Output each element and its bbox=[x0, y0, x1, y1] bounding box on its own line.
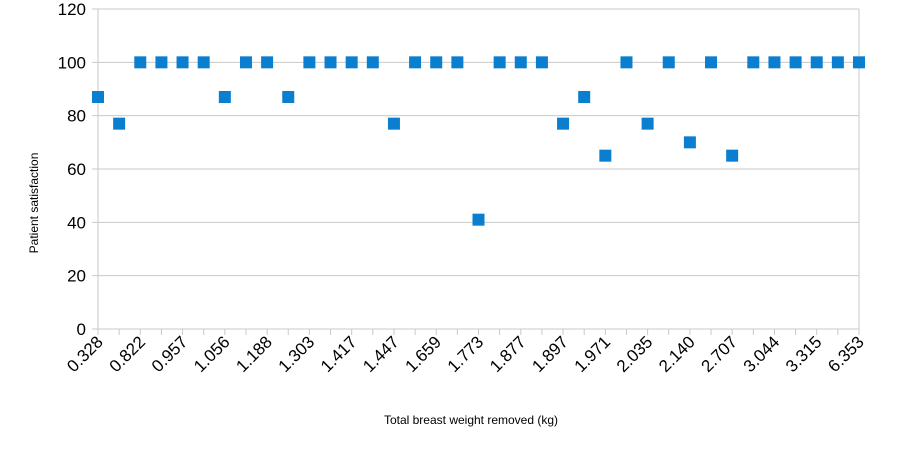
data-point bbox=[345, 56, 358, 69]
x-tick-labels: 0.3280.8220.9571.0561.1881.3031.4171.447… bbox=[63, 332, 868, 376]
data-point bbox=[472, 213, 485, 226]
data-point bbox=[324, 56, 337, 69]
y-tick-labels: 0 20 40 60 80 100 120 bbox=[58, 0, 86, 339]
data-point bbox=[620, 56, 633, 69]
x-tick-label: 1.417 bbox=[317, 332, 361, 376]
data-point bbox=[747, 56, 760, 69]
x-axis-label: Total breast weight removed (kg) bbox=[384, 413, 558, 427]
y-tick-label: 120 bbox=[58, 0, 86, 19]
data-point bbox=[641, 117, 654, 130]
data-point bbox=[430, 56, 443, 69]
data-points bbox=[92, 56, 865, 226]
data-point bbox=[261, 56, 274, 69]
data-point bbox=[239, 56, 252, 69]
data-point bbox=[197, 56, 210, 69]
x-tick-label: 2.140 bbox=[655, 332, 699, 376]
y-axis-label: Patient satisfaction bbox=[27, 153, 41, 254]
x-tick-label: 1.877 bbox=[486, 332, 530, 376]
data-point bbox=[303, 56, 316, 69]
data-point bbox=[831, 56, 844, 69]
data-point bbox=[683, 136, 696, 149]
data-point bbox=[176, 56, 189, 69]
x-tick-label: 1.303 bbox=[275, 332, 319, 376]
data-point bbox=[493, 56, 506, 69]
axes bbox=[97, 9, 860, 335]
data-point bbox=[599, 149, 612, 162]
data-point bbox=[282, 91, 295, 103]
x-tick-label: 1.056 bbox=[190, 332, 234, 376]
data-point bbox=[514, 56, 527, 69]
x-tick-label: 1.447 bbox=[359, 332, 403, 376]
data-point bbox=[113, 117, 126, 130]
x-tick-label: 2.707 bbox=[697, 332, 741, 376]
data-point bbox=[535, 56, 548, 69]
x-tick-label: 1.188 bbox=[232, 332, 276, 376]
x-tick-label: 1.897 bbox=[528, 332, 572, 376]
data-point bbox=[387, 117, 400, 130]
data-point bbox=[218, 91, 231, 103]
data-point bbox=[789, 56, 802, 69]
data-point bbox=[768, 56, 781, 69]
x-tick-label: 1.971 bbox=[571, 332, 615, 376]
data-point bbox=[451, 56, 464, 69]
grid-lines bbox=[92, 8, 859, 330]
data-point bbox=[726, 149, 739, 162]
data-point bbox=[662, 56, 675, 69]
data-point bbox=[557, 117, 570, 130]
x-tick-label: 0.957 bbox=[148, 332, 192, 376]
x-tick-label: 1.773 bbox=[444, 332, 488, 376]
data-point bbox=[134, 56, 147, 69]
y-tick-label: 0 bbox=[77, 320, 86, 339]
x-tick-label: 3.044 bbox=[740, 332, 784, 376]
x-tick-label: 6.353 bbox=[824, 332, 868, 376]
y-tick-label: 60 bbox=[67, 160, 86, 179]
data-point bbox=[409, 56, 422, 69]
x-tick-label: 3.315 bbox=[782, 332, 826, 376]
data-point bbox=[92, 91, 104, 103]
x-tick-label: 0.822 bbox=[106, 332, 150, 376]
y-tick-label: 80 bbox=[67, 107, 86, 126]
x-tick-label: 2.035 bbox=[613, 332, 657, 376]
data-point bbox=[705, 56, 718, 69]
y-tick-label: 40 bbox=[67, 213, 86, 232]
y-tick-label: 20 bbox=[67, 267, 86, 286]
data-point bbox=[810, 56, 823, 69]
x-tick-label: 1.659 bbox=[402, 332, 446, 376]
data-point bbox=[578, 91, 591, 103]
data-point bbox=[366, 56, 379, 69]
data-point bbox=[155, 56, 168, 69]
data-point bbox=[853, 56, 865, 69]
y-tick-label: 100 bbox=[58, 53, 86, 72]
